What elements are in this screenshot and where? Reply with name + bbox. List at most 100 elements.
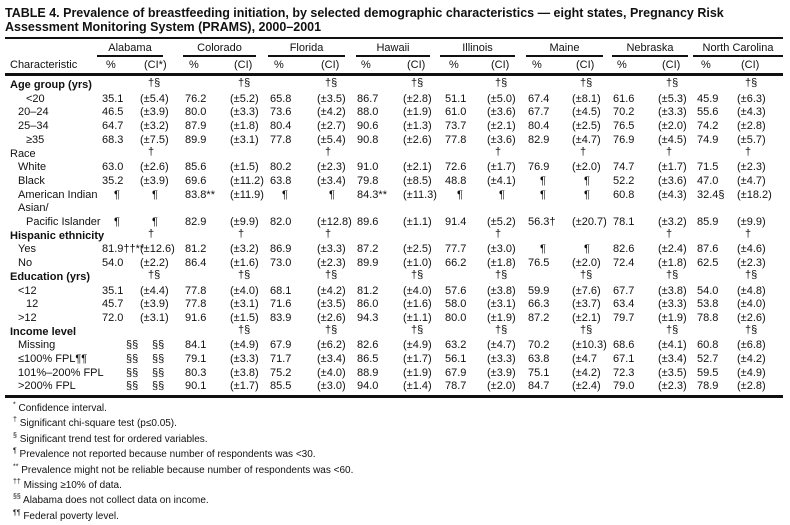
state-header: Alabama — [108, 42, 152, 54]
ci-cell: (±3.6) — [487, 133, 516, 146]
pct-cell: §§ — [126, 339, 139, 352]
row-label: No — [18, 257, 33, 270]
ci-cell: (±4.7) — [737, 174, 766, 187]
pct-cell: 77.8 — [270, 133, 292, 146]
pct-cell: 57.6 — [445, 284, 467, 297]
ci-cell: (±2.2) — [140, 257, 169, 270]
state-header: Nebraska — [626, 42, 674, 54]
ci-cell: (±5.4) — [140, 92, 169, 105]
footnote-text: Missing ≥10% of data. — [23, 480, 122, 491]
pct-cell: 70.2 — [613, 106, 635, 119]
pct-cell: ¶ — [457, 188, 463, 201]
pct-header: % — [617, 59, 627, 71]
table-row: >200% FPL §§ §§ 90.1 (±1.7) 85.5 (±3.0) 94.0 (±1… — [0, 379, 790, 393]
ci-header: (CI) — [576, 59, 595, 71]
table-row: No 54.0 (±2.2) 86.4 (±1.6) 73.0 (±2.3) 89.9 (±1.… — [0, 256, 790, 270]
significance-mark: †§ — [495, 323, 508, 336]
row-label: Pacific Islander — [26, 216, 101, 228]
pct-cell: 56.3† — [528, 216, 556, 228]
pct-cell: 67.4 — [528, 92, 550, 105]
ci-cell: (±2.0) — [572, 161, 601, 174]
significance-mark: † — [495, 227, 502, 240]
pct-header: % — [274, 59, 284, 71]
ci-cell: (±2.3) — [317, 161, 346, 174]
pct-cell: 61.0 — [445, 106, 467, 119]
bottom-rule — [5, 395, 783, 398]
table-row: American Indian ¶ ¶ 83.8** (±11.9) ¶ ¶ 84.3** (±… — [0, 188, 790, 202]
pct-cell: 58.0 — [445, 298, 467, 311]
pct-cell: 78.8 — [697, 311, 719, 324]
significance-mark: †§ — [411, 323, 424, 336]
ci-cell: (±3.9) — [140, 298, 169, 311]
state-underline — [693, 55, 783, 57]
ci-cell: (±4.2) — [317, 284, 346, 297]
state-header: Florida — [289, 42, 324, 54]
pct-cell: 87.2 — [528, 311, 550, 324]
table-row: 20–24 46.5 (±3.9) 80.0 (±3.3) 73.6 (±4.2) 88.0 (… — [0, 105, 790, 119]
pct-header: % — [106, 59, 116, 71]
ci-cell: (±4.2) — [317, 106, 346, 119]
significance-mark: †§ — [325, 323, 338, 336]
row-label: 25–34 — [18, 120, 49, 133]
ci-cell: (±10.3) — [572, 339, 607, 352]
ci-cell: (±1.3) — [403, 120, 432, 133]
ci-cell: (±4.9) — [403, 339, 432, 352]
ci-cell: (±5.7) — [737, 133, 766, 146]
footnote-symbol: †† — [13, 478, 21, 486]
pct-cell: 63.4 — [613, 298, 635, 311]
ci-cell: (±3.3) — [230, 106, 259, 119]
ci-cell: (±3.5) — [658, 366, 687, 379]
state-underline — [612, 55, 688, 57]
significance-mark: †§ — [580, 77, 593, 89]
footnote-symbol: * — [13, 401, 16, 409]
ci-cell: (±1.7) — [230, 380, 259, 393]
pct-cell: 63.8 — [528, 353, 550, 365]
pct-cell: 60.8 — [613, 188, 635, 201]
pct-cell: 71.5 — [697, 161, 719, 174]
significance-mark: †§ — [148, 268, 161, 281]
ci-cell: (±1.8) — [230, 120, 259, 133]
state-underline — [183, 55, 256, 57]
footnote-symbol: ** — [13, 463, 19, 471]
ci-cell: (±3.8) — [230, 366, 259, 379]
ci-cell: (±1.7) — [487, 161, 516, 174]
ci-cell: (±5.2) — [230, 92, 259, 105]
row-label: American Indian — [18, 188, 98, 201]
pct-cell: 90.6 — [357, 120, 379, 133]
pct-cell: 68.3 — [102, 133, 124, 146]
ci-cell: (±2.5) — [403, 243, 432, 256]
table-row: 12 45.7 (±3.9) 77.8 (±3.1) 71.6 (±3.5) 86.0 (±1.… — [0, 297, 790, 311]
significance-mark: †§ — [745, 323, 758, 336]
row-label: <12 — [18, 284, 37, 297]
footnote: ** Prevalence might not be reliable beca… — [13, 463, 353, 477]
ci-header: (CI) — [662, 59, 681, 71]
pct-cell: 89.9 — [185, 133, 207, 146]
pct-cell: 59.9 — [528, 284, 550, 297]
pct-cell: 67.9 — [270, 339, 292, 352]
ci-cell: (±2.4) — [658, 243, 687, 256]
pct-cell: 88.9 — [357, 366, 379, 379]
ci-cell: (±3.7) — [572, 298, 601, 311]
ci-cell: (±1.5) — [230, 161, 259, 174]
pct-cell: 62.5 — [697, 257, 719, 270]
ci-cell: (±2.5) — [572, 120, 601, 133]
pct-cell: 76.2 — [185, 92, 207, 105]
pct-cell: 61.6 — [613, 92, 635, 105]
table-title: TABLE 4. Prevalence of breastfeeding ini… — [5, 6, 724, 34]
ci-cell: (±7.6) — [572, 284, 601, 297]
ci-cell: (±3.9) — [140, 174, 169, 187]
significance-mark: † — [495, 145, 502, 158]
ci-cell: (±12.8) — [317, 216, 352, 228]
pct-header: % — [361, 59, 371, 71]
pct-cell: 87.6 — [697, 243, 719, 256]
ci-cell: (±4.7) — [487, 339, 516, 352]
ci-cell: (±3.2) — [658, 216, 687, 228]
footnote-symbol: ¶ — [13, 447, 17, 455]
ci-cell: (±4.4) — [140, 284, 169, 297]
ci-cell: (±2.4) — [572, 380, 601, 393]
ci-cell: (±3.8) — [487, 284, 516, 297]
ci-cell: (±1.9) — [658, 311, 687, 324]
ci-cell: (±2.6) — [403, 133, 432, 146]
ci-cell: (±2.0) — [487, 380, 516, 393]
